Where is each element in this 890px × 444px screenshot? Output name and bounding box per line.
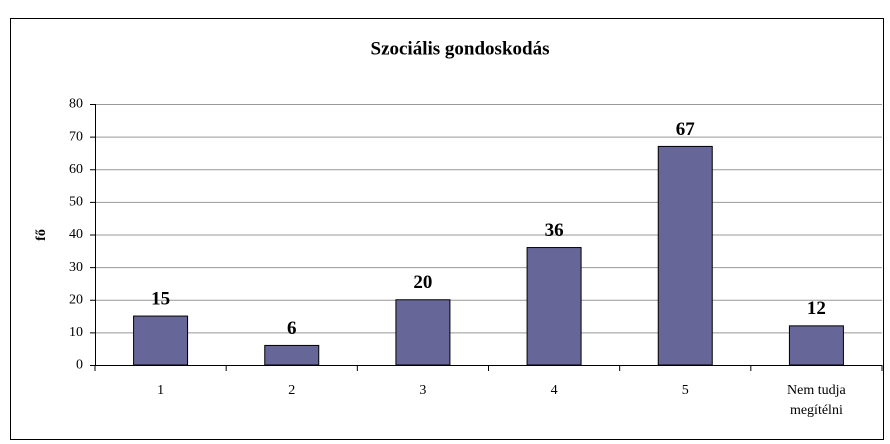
y-tick-label: 60 xyxy=(69,162,83,177)
y-tick-label: 80 xyxy=(69,97,83,112)
data-label: 12 xyxy=(807,298,826,319)
chart-frame xyxy=(10,18,884,440)
bar xyxy=(657,145,713,366)
y-axis-label: fő xyxy=(34,229,49,241)
bar xyxy=(264,344,320,366)
bar xyxy=(395,299,451,366)
chart-title: Szociális gondoskodás xyxy=(371,38,550,59)
x-tick-label: 1 xyxy=(157,383,165,398)
x-tick-label: 5 xyxy=(681,383,689,398)
y-tick-label: 20 xyxy=(69,292,83,307)
bar xyxy=(526,247,582,366)
x-tick-label: 2 xyxy=(288,383,296,398)
bar xyxy=(788,325,844,366)
y-tick-label: 70 xyxy=(69,129,83,144)
y-tick-label: 50 xyxy=(69,195,83,210)
bar xyxy=(133,315,189,366)
data-label: 15 xyxy=(151,288,170,309)
data-label: 20 xyxy=(413,272,432,293)
data-label: 36 xyxy=(545,220,564,241)
x-tick-label: Nem tudja megítélni xyxy=(787,383,846,418)
y-tick-label: 40 xyxy=(69,227,83,242)
data-label: 6 xyxy=(287,318,297,339)
x-tick-label: 3 xyxy=(419,383,427,398)
data-label: 67 xyxy=(676,119,696,140)
y-tick-label: 30 xyxy=(69,260,83,275)
x-tick-label: 4 xyxy=(550,383,558,398)
y-tick-label: 0 xyxy=(76,358,83,373)
y-tick-label: 10 xyxy=(69,325,83,340)
